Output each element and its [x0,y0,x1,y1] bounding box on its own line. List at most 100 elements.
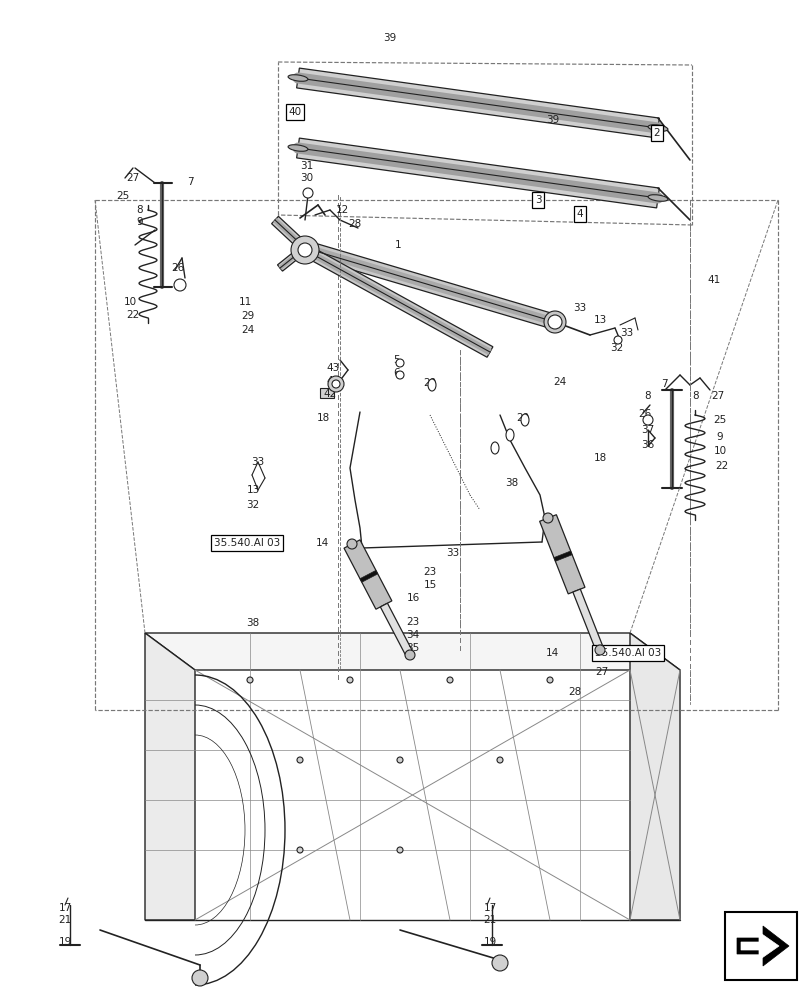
Text: 10: 10 [123,297,136,307]
Circle shape [290,236,319,264]
Circle shape [247,677,253,683]
Text: 23: 23 [423,567,436,577]
Circle shape [543,513,552,523]
Ellipse shape [288,75,307,81]
Text: 17: 17 [58,903,71,913]
Polygon shape [629,633,679,920]
Polygon shape [553,551,572,561]
Text: 8: 8 [136,205,143,215]
Text: 8: 8 [692,391,698,401]
Ellipse shape [491,442,499,454]
Polygon shape [359,570,377,582]
Text: 25: 25 [713,415,726,425]
Text: 7: 7 [187,177,193,187]
Circle shape [328,376,344,392]
Text: 36: 36 [641,440,654,450]
Text: 26: 26 [637,409,650,419]
Ellipse shape [647,195,667,201]
Text: 7: 7 [660,379,667,389]
Text: 5: 5 [393,355,400,365]
Circle shape [297,757,303,763]
Text: 13: 13 [246,485,260,495]
Circle shape [298,243,311,257]
Text: 12: 12 [335,205,348,215]
Circle shape [613,336,621,344]
Text: 1: 1 [394,240,401,250]
Text: 27: 27 [127,173,139,183]
Text: 29: 29 [241,311,255,321]
Ellipse shape [505,429,513,441]
Text: 27: 27 [710,391,723,401]
Text: 35.540.AI 03: 35.540.AI 03 [213,538,280,548]
Text: 24: 24 [241,325,255,335]
Text: 24: 24 [552,377,566,387]
Text: 32: 32 [246,500,260,510]
Text: 21: 21 [58,915,71,925]
Text: 10: 10 [713,446,726,456]
Ellipse shape [543,311,565,333]
Circle shape [303,188,312,198]
Circle shape [594,645,604,655]
Text: 19: 19 [483,937,496,947]
Text: 14: 14 [545,648,558,658]
Text: 35.540.AI 03: 35.540.AI 03 [594,648,660,658]
Text: 20: 20 [516,413,529,423]
Text: 44: 44 [326,376,339,386]
Circle shape [397,757,402,763]
Text: 34: 34 [406,630,419,640]
Text: 4: 4 [576,209,582,219]
Circle shape [491,955,508,971]
Text: 8: 8 [644,391,650,401]
Polygon shape [303,241,556,329]
Polygon shape [302,245,492,357]
Text: 38: 38 [504,478,518,488]
Circle shape [191,970,208,986]
Ellipse shape [647,125,667,131]
Text: 41: 41 [706,275,719,285]
Circle shape [396,371,404,379]
Circle shape [346,539,357,549]
Text: 9: 9 [136,217,143,227]
Polygon shape [380,603,413,657]
Polygon shape [277,245,307,271]
Text: 28: 28 [568,687,581,697]
Text: 9: 9 [716,432,723,442]
Text: 32: 32 [610,343,623,353]
Polygon shape [271,216,308,252]
Polygon shape [296,138,659,208]
Text: 2: 2 [653,128,659,138]
Circle shape [496,757,502,763]
Text: 21: 21 [483,915,496,925]
Ellipse shape [288,145,307,151]
Text: 37: 37 [641,425,654,435]
Circle shape [174,279,186,291]
Polygon shape [740,932,778,960]
Circle shape [642,415,652,425]
Text: 17: 17 [483,903,496,913]
Circle shape [547,677,552,683]
Text: 30: 30 [300,173,313,183]
Circle shape [397,847,402,853]
Bar [724,912,796,980]
Text: 6: 6 [393,368,400,378]
Text: 27: 27 [594,667,608,677]
Text: 39: 39 [546,115,559,125]
Circle shape [547,315,561,329]
Circle shape [297,847,303,853]
Text: 18: 18 [316,413,329,423]
Circle shape [332,380,340,388]
Text: 16: 16 [406,593,419,603]
Text: 14: 14 [315,538,328,548]
Text: 35: 35 [406,643,419,653]
Text: 38: 38 [246,618,260,628]
Text: 25: 25 [116,191,130,201]
Text: 13: 13 [593,315,606,325]
Circle shape [446,677,453,683]
Ellipse shape [427,379,436,391]
Bar [320,388,333,398]
Polygon shape [573,589,603,651]
Polygon shape [539,515,584,594]
Text: 40: 40 [288,107,301,117]
Circle shape [346,677,353,683]
Text: 19: 19 [58,937,71,947]
